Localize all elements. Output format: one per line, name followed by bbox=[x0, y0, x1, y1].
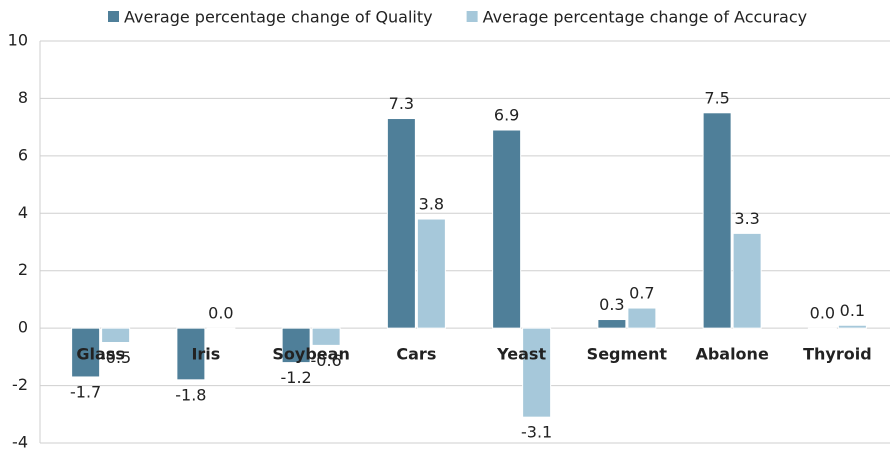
y-tick-label: 0 bbox=[18, 318, 28, 337]
data-label: -3.1 bbox=[521, 423, 552, 442]
x-tick-label: Abalone bbox=[695, 345, 769, 364]
data-label: 7.3 bbox=[389, 94, 414, 113]
data-label: 0.1 bbox=[840, 301, 865, 320]
y-tick-label: -4 bbox=[12, 433, 28, 450]
data-label: -1.7 bbox=[70, 382, 101, 401]
data-label: 0.0 bbox=[208, 304, 233, 323]
bar bbox=[702, 112, 732, 329]
y-tick-label: 4 bbox=[18, 203, 28, 222]
x-tick-label: Segment bbox=[587, 345, 668, 364]
legend-swatch bbox=[466, 11, 478, 22]
y-tick-label: 2 bbox=[18, 260, 28, 279]
x-tick-label: Soybean bbox=[272, 345, 349, 364]
bar bbox=[416, 218, 446, 329]
data-label: -1.2 bbox=[281, 368, 312, 387]
bar bbox=[492, 129, 522, 329]
data-label: 3.3 bbox=[734, 209, 759, 228]
bar bbox=[311, 327, 341, 346]
data-label: 0.3 bbox=[599, 295, 624, 314]
y-tick-label: 8 bbox=[18, 88, 28, 107]
x-tick-label: Iris bbox=[191, 345, 220, 364]
bar bbox=[807, 327, 837, 330]
data-label: 3.8 bbox=[419, 195, 444, 214]
bar bbox=[101, 327, 131, 343]
data-label: -0.5 bbox=[100, 348, 131, 367]
y-tick-label: 10 bbox=[8, 31, 28, 50]
bar bbox=[522, 327, 552, 418]
bar bbox=[386, 118, 416, 329]
legend-swatch bbox=[108, 11, 119, 22]
bar bbox=[597, 319, 627, 329]
x-tick-label: Cars bbox=[396, 345, 436, 364]
data-label: -1.8 bbox=[175, 385, 206, 404]
bar bbox=[71, 327, 101, 378]
data-label: 0.7 bbox=[629, 284, 654, 303]
data-label: 7.5 bbox=[704, 88, 729, 107]
bar bbox=[732, 232, 762, 329]
y-tick-label: -2 bbox=[12, 375, 28, 394]
data-label: 0.0 bbox=[810, 304, 835, 323]
bar bbox=[176, 327, 206, 381]
legend-label: Average percentage change of Accuracy bbox=[483, 8, 807, 27]
data-label: 6.9 bbox=[494, 106, 519, 125]
y-tick-label: 6 bbox=[18, 145, 28, 164]
bar bbox=[627, 307, 657, 329]
x-tick-label: Yeast bbox=[496, 345, 546, 364]
x-tick-label: Glass bbox=[76, 345, 124, 364]
bar bbox=[281, 327, 311, 364]
bar bbox=[837, 324, 867, 329]
bar bbox=[206, 327, 236, 330]
data-label: -0.6 bbox=[311, 351, 342, 370]
x-tick-label: Thyroid bbox=[803, 345, 872, 364]
legend-label: Average percentage change of Quality bbox=[124, 8, 433, 27]
